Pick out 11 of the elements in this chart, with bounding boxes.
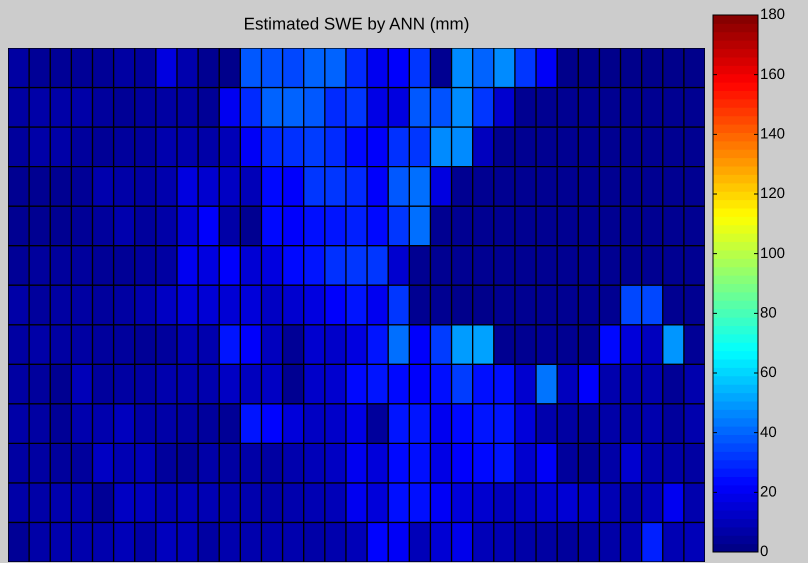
color-bar-label: 80	[760, 304, 777, 322]
color-bar-label: 20	[760, 483, 777, 500]
color-bar-label: 160	[760, 66, 786, 83]
color-bar-label: 180	[760, 6, 786, 24]
color-bar-label: 100	[760, 244, 786, 262]
color-bar-label: 40	[760, 424, 777, 441]
chart-title: Estimated SWE by ANN (mm)	[244, 14, 470, 34]
color-bar-label: 120	[760, 185, 786, 202]
color-bar-label: 140	[760, 125, 786, 142]
color-bar-label: 60	[760, 364, 777, 382]
color-bar-label: 0	[760, 543, 768, 560]
